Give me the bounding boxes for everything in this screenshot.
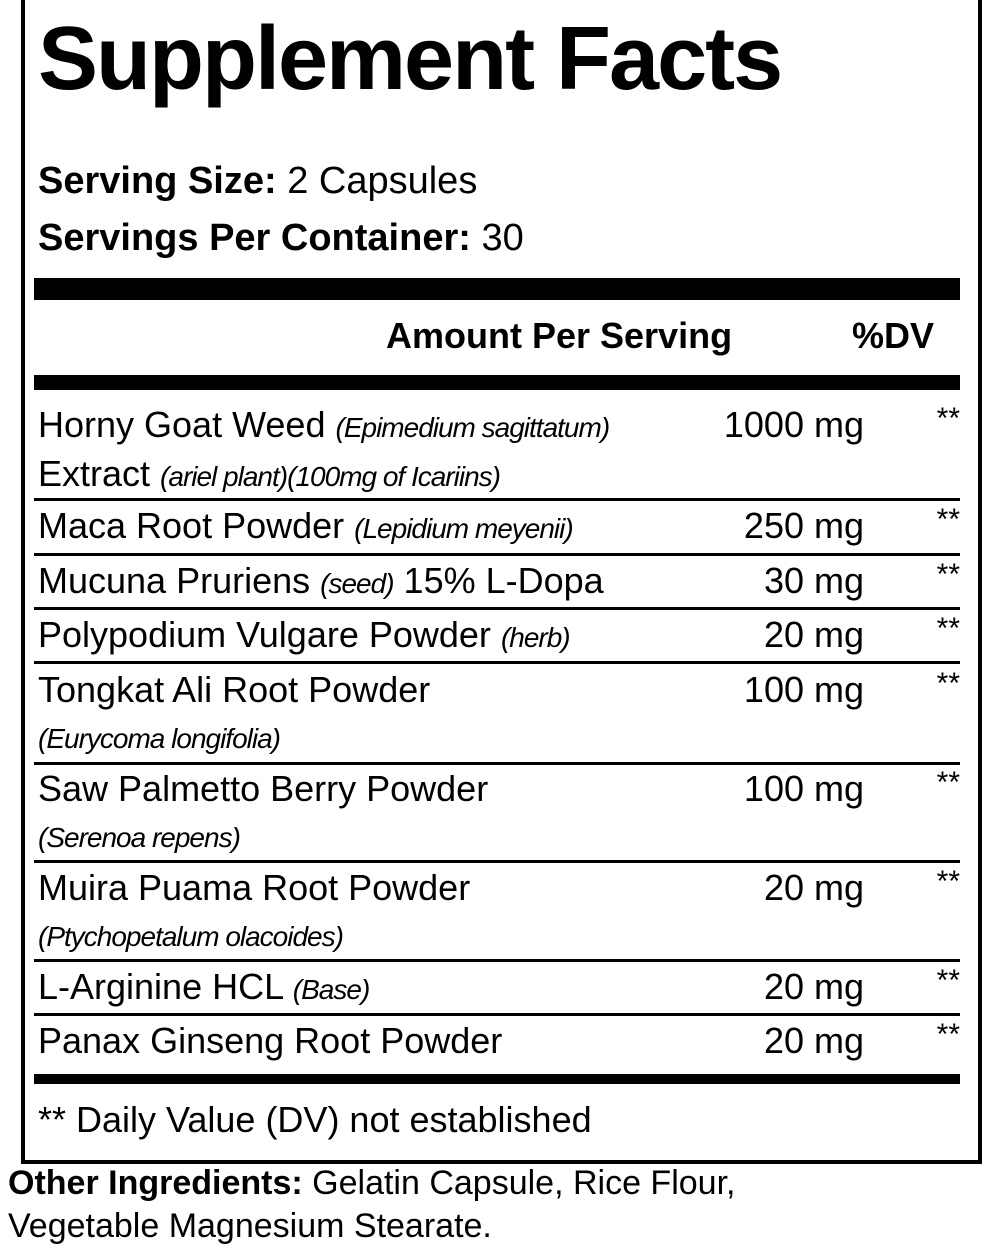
- dv-header: %DV: [852, 315, 935, 356]
- amount-header: Amount Per Serving: [386, 315, 733, 356]
- other-ingredients: Other Ingredients: Gelatin Capsule, Rice…: [8, 1162, 735, 1248]
- thick-divider: [34, 1074, 960, 1084]
- other-ingredients-line1: Gelatin Capsule, Rice Flour,: [312, 1164, 736, 1202]
- dv-value: **: [936, 964, 960, 997]
- amount: 1000 mg: [723, 404, 864, 445]
- latin-text: (Ptychopetalum olacoides): [38, 921, 344, 952]
- other-ingredients-line2: Vegetable Magnesium Stearate.: [8, 1207, 492, 1245]
- amount: 100 mg: [743, 669, 864, 710]
- name-text: Muira Puama Root Powder: [38, 867, 471, 908]
- ingredient-name: Mucuna Pruriens (seed) 15% L-Dopa: [38, 558, 718, 607]
- facts-panel-border: [21, 0, 982, 1164]
- serving-size-label: Serving Size:: [38, 160, 277, 202]
- name-text: Tongkat Ali Root Powder: [38, 669, 431, 710]
- amount: 250 mg: [743, 505, 864, 546]
- latin-text: (Base): [292, 974, 370, 1005]
- name-suffix: 15% L-Dopa: [403, 560, 604, 601]
- other-ingredients-label: Other Ingredients:: [8, 1164, 303, 1202]
- ingredient-name: Horny Goat Weed (Epimedium sagittatum) Ex…: [38, 402, 718, 500]
- latin-text: (herb): [500, 622, 571, 653]
- name-text: Panax Ginseng Root Powder: [38, 1020, 503, 1061]
- ingredient-name: Panax Ginseng Root Powder: [38, 1018, 718, 1064]
- amount: 20 mg: [763, 867, 864, 908]
- dv-value: **: [936, 612, 960, 645]
- name-text: Saw Palmetto Berry Powder: [38, 768, 489, 809]
- divider: [34, 498, 960, 501]
- servings-per-container: Servings Per Container: 30: [38, 219, 524, 257]
- servings-label: Servings Per Container:: [38, 217, 471, 259]
- amount: 30 mg: [763, 560, 864, 601]
- amount: 20 mg: [763, 1020, 864, 1061]
- dv-value: **: [936, 503, 960, 536]
- amount: 20 mg: [763, 966, 864, 1007]
- dv-value: **: [936, 766, 960, 799]
- divider: [34, 959, 960, 962]
- dv-value: **: [936, 865, 960, 898]
- amount: 100 mg: [743, 768, 864, 809]
- name-text: Mucuna Pruriens: [38, 560, 311, 601]
- name-text: L-Arginine HCL: [38, 966, 283, 1007]
- ingredient-name: Polypodium Vulgare Powder (herb): [38, 612, 718, 661]
- latin-text: (Epimedium sagittatum): [335, 412, 611, 443]
- page-title: Supplement Facts: [38, 9, 783, 109]
- ingredient-name: L-Arginine HCL (Base): [38, 964, 718, 1013]
- footnote: ** Daily Value (DV) not established: [38, 1099, 592, 1140]
- dv-value: **: [936, 1018, 960, 1051]
- latin-text: (Lepidium meyenii): [354, 513, 574, 544]
- latin-text: (Eurycoma longifolia): [38, 723, 281, 754]
- divider: [34, 762, 960, 765]
- dv-value: **: [936, 667, 960, 700]
- name-text: Maca Root Powder: [38, 505, 345, 546]
- ingredient-name: Muira Puama Root Powder (Ptychopetalum ol…: [38, 865, 718, 960]
- dv-value: **: [936, 558, 960, 591]
- latin-text: (seed): [320, 568, 394, 599]
- name-text: Horny Goat Weed: [38, 404, 326, 445]
- divider: [34, 553, 960, 556]
- divider: [34, 607, 960, 610]
- serving-size: Serving Size: 2 Capsules: [38, 162, 477, 200]
- ingredient-name: Saw Palmetto Berry Powder (Serenoa repens…: [38, 766, 718, 861]
- ingredient-name: Tongkat Ali Root Powder (Eurycoma longifo…: [38, 667, 718, 762]
- servings-value: 30: [481, 217, 524, 259]
- latin-text: (ariel plant)(100mg of Icariins): [160, 461, 501, 492]
- thick-divider: [34, 278, 960, 300]
- divider: [34, 661, 960, 664]
- divider: [34, 860, 960, 863]
- thick-divider: [34, 375, 960, 390]
- serving-size-value: 2 Capsules: [287, 160, 478, 202]
- divider: [34, 1013, 960, 1016]
- dv-value: **: [936, 402, 960, 435]
- ingredient-name: Maca Root Powder (Lepidium meyenii): [38, 503, 718, 552]
- latin-text: (Serenoa repens): [38, 822, 241, 853]
- name-text: Extract: [38, 453, 151, 494]
- amount: 20 mg: [763, 614, 864, 655]
- name-text: Polypodium Vulgare Powder: [38, 614, 491, 655]
